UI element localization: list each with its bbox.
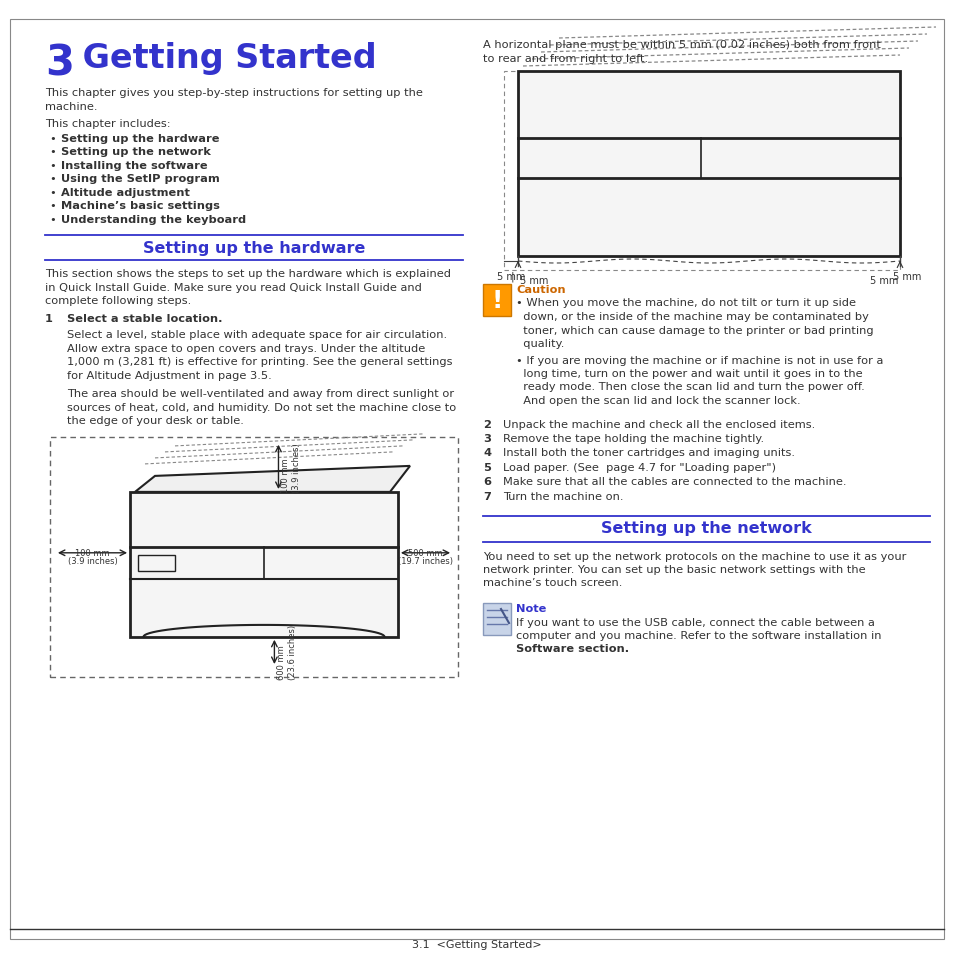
Text: 5 mm: 5 mm xyxy=(869,275,897,286)
Bar xyxy=(130,493,397,638)
Text: 3: 3 xyxy=(482,434,491,443)
Text: The area should be well-ventilated and away from direct sunlight or: The area should be well-ventilated and a… xyxy=(67,389,454,399)
Text: Note: Note xyxy=(516,603,546,614)
Text: Load paper. (See  page 4.7 for "Loading paper"): Load paper. (See page 4.7 for "Loading p… xyxy=(502,462,775,473)
Text: for Altitude Adjustment in page 3.5.: for Altitude Adjustment in page 3.5. xyxy=(67,371,272,380)
Text: 600 mm
(23.6 inches): 600 mm (23.6 inches) xyxy=(277,624,296,679)
Text: Caution: Caution xyxy=(516,285,565,294)
Text: the edge of your desk or table.: the edge of your desk or table. xyxy=(67,416,244,426)
Text: 7: 7 xyxy=(482,492,491,501)
Text: This chapter gives you step-by-step instructions for setting up the: This chapter gives you step-by-step inst… xyxy=(45,88,422,98)
Text: Select a level, stable place with adequate space for air circulation.: Select a level, stable place with adequa… xyxy=(67,330,447,340)
Text: 5 mm: 5 mm xyxy=(519,275,548,286)
Text: Allow extra space to open covers and trays. Under the altitude: Allow extra space to open covers and tra… xyxy=(67,343,425,354)
Text: 3.1  <Getting Started>: 3.1 <Getting Started> xyxy=(412,939,541,949)
Text: If you want to use the USB cable, connect the cable between a: If you want to use the USB cable, connec… xyxy=(516,617,874,627)
Text: Setting up the network: Setting up the network xyxy=(600,521,811,536)
Text: 1: 1 xyxy=(45,314,52,324)
Text: network printer. You can set up the basic network settings with the: network printer. You can set up the basi… xyxy=(482,564,864,575)
Text: 5 mm: 5 mm xyxy=(892,272,921,282)
Text: 100 mm
(3.9 inches): 100 mm (3.9 inches) xyxy=(281,442,300,493)
Text: down, or the inside of the machine may be contaminated by: down, or the inside of the machine may b… xyxy=(516,312,868,322)
Text: Using the SetIP program: Using the SetIP program xyxy=(61,174,219,184)
Text: •: • xyxy=(49,148,55,157)
Text: computer and you machine. Refer to the software installation in: computer and you machine. Refer to the s… xyxy=(516,630,881,640)
Text: Understanding the keyboard: Understanding the keyboard xyxy=(61,214,246,225)
Text: Altitude adjustment: Altitude adjustment xyxy=(61,188,190,197)
Text: Setting up the hardware: Setting up the hardware xyxy=(143,241,365,256)
Polygon shape xyxy=(135,466,410,493)
Text: machine.: machine. xyxy=(45,101,97,112)
Text: You need to set up the network protocols on the machine to use it as your: You need to set up the network protocols… xyxy=(482,551,905,561)
Text: •: • xyxy=(49,214,55,225)
Text: Remove the tape holding the machine tightly.: Remove the tape holding the machine tigh… xyxy=(502,434,763,443)
Text: |: | xyxy=(510,272,514,282)
Text: (19.7 inches): (19.7 inches) xyxy=(397,557,453,565)
Text: And open the scan lid and lock the scanner lock.: And open the scan lid and lock the scann… xyxy=(516,395,800,406)
Text: quality.: quality. xyxy=(516,338,564,349)
Text: 2: 2 xyxy=(482,419,491,429)
Text: long time, turn on the power and wait until it goes in to the: long time, turn on the power and wait un… xyxy=(516,369,862,378)
Bar xyxy=(503,71,899,271)
Bar xyxy=(482,603,511,636)
Text: to rear and from right to left.: to rear and from right to left. xyxy=(482,53,647,64)
Text: toner, which can cause damage to the printer or bad printing: toner, which can cause damage to the pri… xyxy=(516,325,873,335)
Text: •: • xyxy=(49,188,55,197)
Text: •: • xyxy=(49,133,55,144)
Text: ready mode. Then close the scan lid and turn the power off.: ready mode. Then close the scan lid and … xyxy=(516,382,863,392)
Text: A horizontal plane must be within 5 mm (0.02 inches) both from front: A horizontal plane must be within 5 mm (… xyxy=(482,40,880,50)
Text: •: • xyxy=(49,161,55,171)
Text: •: • xyxy=(49,201,55,212)
Text: !: ! xyxy=(491,289,502,313)
Text: machine’s touch screen.: machine’s touch screen. xyxy=(482,578,621,588)
Text: This chapter includes:: This chapter includes: xyxy=(45,119,171,129)
Text: 4: 4 xyxy=(482,448,491,458)
Text: 3: 3 xyxy=(45,42,74,84)
Text: Setting up the network: Setting up the network xyxy=(61,148,211,157)
Text: (3.9 inches): (3.9 inches) xyxy=(68,557,117,565)
Text: This section shows the steps to set up the hardware which is explained: This section shows the steps to set up t… xyxy=(45,269,451,279)
Bar xyxy=(517,71,899,256)
Text: • When you move the machine, do not tilt or turn it up side: • When you move the machine, do not tilt… xyxy=(516,298,855,308)
Bar xyxy=(50,437,457,678)
Text: Make sure that all the cables are connected to the machine.: Make sure that all the cables are connec… xyxy=(502,477,845,487)
Text: complete following steps.: complete following steps. xyxy=(45,296,191,306)
Text: Setting up the hardware: Setting up the hardware xyxy=(61,133,219,144)
Text: 6: 6 xyxy=(482,477,491,487)
Text: Machine’s basic settings: Machine’s basic settings xyxy=(61,201,219,212)
Text: • If you are moving the machine or if machine is not in use for a: • If you are moving the machine or if ma… xyxy=(516,355,882,365)
Text: sources of heat, cold, and humidity. Do not set the machine close to: sources of heat, cold, and humidity. Do … xyxy=(67,402,456,413)
Text: Select a stable location.: Select a stable location. xyxy=(67,314,222,324)
Text: 5 mm: 5 mm xyxy=(497,272,525,282)
Text: •: • xyxy=(49,174,55,184)
Bar xyxy=(138,556,174,571)
Bar xyxy=(482,285,511,316)
Text: Turn the machine on.: Turn the machine on. xyxy=(502,492,623,501)
Text: 1,000 m (3,281 ft) is effective for printing. See the general settings: 1,000 m (3,281 ft) is effective for prin… xyxy=(67,357,452,367)
Text: Getting Started: Getting Started xyxy=(71,42,376,75)
Text: in Quick Install Guide. Make sure you read Quick Install Guide and: in Quick Install Guide. Make sure you re… xyxy=(45,283,421,293)
Text: Software section.: Software section. xyxy=(516,644,628,654)
Text: 100 mm: 100 mm xyxy=(75,548,110,558)
Text: 5: 5 xyxy=(482,462,491,473)
Text: Install both the toner cartridges and imaging units.: Install both the toner cartridges and im… xyxy=(502,448,794,458)
Text: Unpack the machine and check all the enclosed items.: Unpack the machine and check all the enc… xyxy=(502,419,815,429)
Text: Installing the software: Installing the software xyxy=(61,161,208,171)
Text: 500 mm: 500 mm xyxy=(408,548,442,558)
